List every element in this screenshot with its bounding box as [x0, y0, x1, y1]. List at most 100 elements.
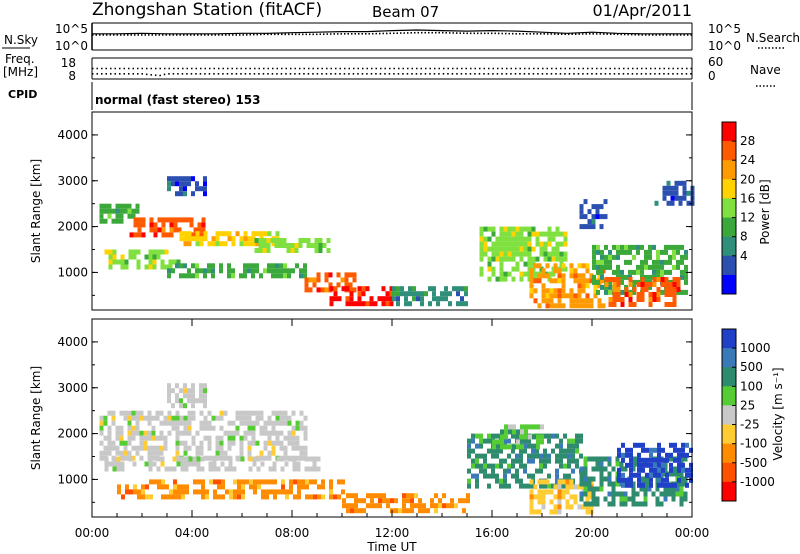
cell [207, 440, 212, 446]
x-tick-label: 08:00 [275, 526, 310, 540]
nsearch-tick-bottom: 10^0 [708, 39, 741, 53]
cell [183, 241, 188, 247]
cell [519, 256, 524, 262]
cell [148, 264, 153, 270]
cell [511, 448, 515, 454]
cell [171, 425, 176, 431]
cell [637, 457, 641, 463]
cell [243, 241, 248, 247]
cell [303, 273, 307, 279]
cell [479, 241, 484, 247]
cell [559, 231, 564, 237]
cell [344, 277, 349, 283]
cell [637, 482, 641, 488]
cell [644, 249, 648, 255]
cell [533, 494, 538, 500]
cell [261, 479, 265, 485]
cell [561, 293, 566, 299]
cell [657, 472, 661, 478]
cell [599, 476, 604, 482]
cell [664, 287, 669, 292]
cell [251, 420, 256, 426]
cell [664, 269, 668, 275]
cell [221, 494, 225, 500]
cell [649, 472, 653, 478]
cell [569, 268, 574, 274]
cell [279, 420, 284, 426]
cell [179, 415, 184, 421]
cell [608, 302, 613, 307]
cell [643, 476, 648, 482]
cell [243, 410, 248, 416]
cell [573, 499, 578, 505]
cell [216, 466, 221, 472]
cell [460, 296, 464, 302]
cell [495, 448, 499, 454]
cell [316, 287, 321, 293]
cell [344, 272, 349, 278]
cell [648, 302, 653, 307]
cell [410, 508, 414, 514]
cell [483, 251, 488, 257]
cell [673, 482, 677, 488]
cell [233, 489, 237, 495]
cell [500, 434, 504, 440]
cell [298, 238, 303, 243]
cell [616, 244, 620, 250]
cell [565, 293, 570, 299]
cell [583, 501, 588, 507]
cell [537, 303, 542, 309]
cell [543, 458, 547, 464]
cell [287, 430, 292, 436]
cell [599, 486, 604, 492]
cell [103, 450, 108, 456]
cell [569, 494, 574, 500]
colorbar-swatch [722, 198, 736, 218]
y-tick-label: 3000 [57, 381, 88, 395]
cell [515, 246, 520, 252]
cell [487, 438, 491, 444]
cell [410, 503, 414, 509]
cell [678, 180, 683, 186]
cell [259, 455, 264, 461]
cell [219, 455, 224, 461]
cell [207, 435, 212, 441]
cell [305, 484, 309, 490]
cell [99, 213, 104, 219]
cell [537, 509, 542, 515]
cell [273, 494, 277, 500]
cell [527, 453, 531, 459]
cell [539, 241, 544, 247]
cell [283, 455, 288, 461]
cell [499, 483, 503, 489]
cell [341, 479, 345, 485]
cell [239, 445, 244, 451]
cell [467, 453, 471, 459]
cell [637, 467, 641, 473]
cell [442, 493, 446, 499]
cell [603, 199, 608, 205]
cell [508, 424, 512, 430]
freq-tick-bottom: 8 [68, 69, 76, 83]
cell [660, 259, 664, 265]
cell [173, 484, 177, 490]
cell [366, 503, 370, 509]
cell [487, 266, 492, 272]
cell [241, 489, 245, 495]
cell [115, 203, 120, 209]
cell [314, 238, 319, 243]
cell [183, 450, 188, 456]
cell [196, 456, 201, 462]
cell [251, 410, 256, 416]
cell [227, 236, 232, 242]
cell [402, 498, 406, 504]
cell [529, 288, 534, 294]
cell [567, 453, 571, 459]
cell [117, 484, 121, 490]
y-tick-label: 4000 [57, 335, 88, 349]
cell [123, 410, 128, 416]
cell [686, 200, 691, 206]
cell [116, 259, 121, 265]
cell [664, 249, 668, 255]
